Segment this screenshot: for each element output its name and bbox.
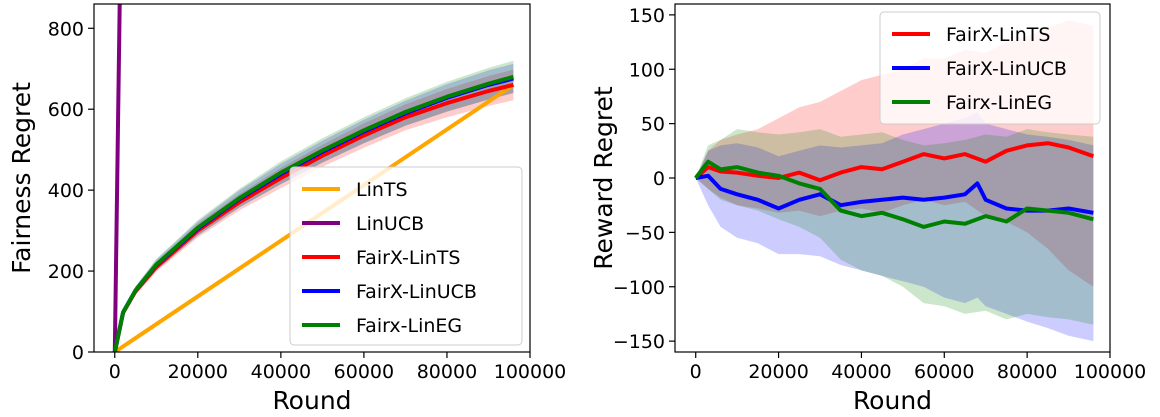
- x-tick-label: 40000: [251, 361, 311, 383]
- legend-label-linucb: LinUCB: [356, 213, 424, 235]
- y-tick-label: 600: [48, 99, 84, 121]
- series-line-fairx-linucb: [695, 173, 1094, 215]
- x-tick-label: 0: [109, 361, 121, 383]
- legend-label-fairx-lineg: Fairx-LinEG: [946, 92, 1052, 114]
- series-line-fairx-lineg: [694, 159, 1094, 229]
- x-tick-label: 20000: [748, 361, 808, 383]
- plot-area: [112, 4, 515, 352]
- y-tick-label: −150: [613, 331, 665, 353]
- x-tick-label: 40000: [831, 361, 891, 383]
- legend: FairX-LinTS FairX-LinUCB Fairx-LinEG: [879, 11, 1101, 125]
- confidence-band-fairx-linucb: [695, 112, 1094, 342]
- y-tick-label: 0: [72, 342, 84, 364]
- x-tick-label: 0: [690, 361, 702, 383]
- y-tick-label: 50: [641, 114, 665, 136]
- x-tick-label: 80000: [417, 361, 477, 383]
- x-axis-label: Round: [272, 386, 351, 415]
- legend: LinTS LinUCB FairX-LinTS FairX-LinUCB Fairx-…: [289, 166, 523, 346]
- y-tick-label: −50: [625, 222, 665, 244]
- series-line-linucb: [112, 4, 122, 352]
- confidence-band-fairx-lints: [114, 69, 514, 352]
- confidence-band-fairx-lineg: [695, 129, 1094, 325]
- series-line-fairx-lints: [694, 141, 1095, 183]
- series-line-fairx-lineg: [112, 74, 514, 352]
- legend-box: [879, 11, 1101, 125]
- legend-label-fairx-lints: FairX-LinTS: [946, 24, 1050, 46]
- y-tick-label: 150: [629, 5, 665, 27]
- x-tick-label: 20000: [168, 361, 228, 383]
- y-tick-label: 800: [48, 18, 84, 40]
- y-tick-label: 200: [48, 261, 84, 283]
- y-tick-label: 100: [629, 59, 665, 81]
- x-tick-label: 60000: [914, 361, 974, 383]
- legend-label-fairx-linucb: FairX-LinUCB: [946, 58, 1067, 80]
- legend-box: [289, 166, 523, 346]
- axes-frame: [93, 3, 531, 353]
- x-tick-label: 100000: [494, 361, 567, 383]
- x-tick-label: 80000: [997, 361, 1057, 383]
- legend-label-fairx-linucb: FairX-LinUCB: [356, 281, 477, 303]
- y-tick-label: −100: [613, 277, 665, 299]
- x-axis-label: Round: [853, 386, 932, 415]
- fairness-regret-chart: 0 20000 40000 60000 80000 100000 0 200 400 600 800…: [7, 3, 567, 415]
- y-tick-label: 400: [48, 180, 84, 202]
- y-tick-label: 0: [653, 168, 665, 190]
- legend-label-fairx-lints: FairX-LinTS: [356, 247, 460, 269]
- reward-regret-chart: 0 20000 40000 60000 80000 100000 −150 −100 −50 0 5…: [589, 3, 1147, 415]
- confidence-band-fairx-linucb: [114, 63, 514, 352]
- y-axis-label: Fairness Regret: [7, 82, 36, 274]
- legend-label-fairx-lineg: Fairx-LinEG: [356, 315, 462, 337]
- y-axis-label: Reward Regret: [589, 86, 618, 270]
- x-tick-label: 100000: [1074, 361, 1147, 383]
- legend-label-lints: LinTS: [356, 179, 408, 201]
- x-tick-label: 60000: [334, 361, 394, 383]
